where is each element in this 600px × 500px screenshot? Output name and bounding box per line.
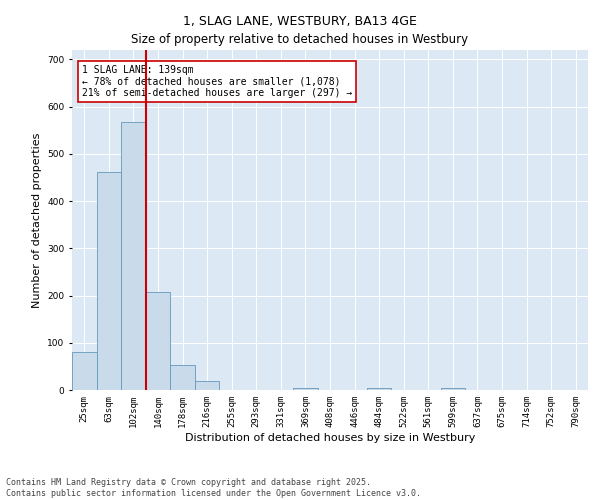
Bar — [440, 388, 465, 390]
Text: 1, SLAG LANE, WESTBURY, BA13 4GE: 1, SLAG LANE, WESTBURY, BA13 4GE — [183, 15, 417, 28]
Bar — [146, 292, 170, 390]
Text: Size of property relative to detached houses in Westbury: Size of property relative to detached ho… — [131, 32, 469, 46]
Bar — [367, 388, 391, 390]
Text: 1 SLAG LANE: 139sqm
← 78% of detached houses are smaller (1,078)
21% of semi-det: 1 SLAG LANE: 139sqm ← 78% of detached ho… — [82, 66, 353, 98]
Text: Contains HM Land Registry data © Crown copyright and database right 2025.
Contai: Contains HM Land Registry data © Crown c… — [6, 478, 421, 498]
Bar — [293, 388, 318, 390]
Bar — [72, 352, 97, 390]
Bar — [121, 122, 146, 390]
Bar — [195, 380, 220, 390]
Y-axis label: Number of detached properties: Number of detached properties — [32, 132, 41, 308]
Bar — [97, 172, 121, 390]
Bar — [170, 366, 195, 390]
X-axis label: Distribution of detached houses by size in Westbury: Distribution of detached houses by size … — [185, 432, 475, 442]
